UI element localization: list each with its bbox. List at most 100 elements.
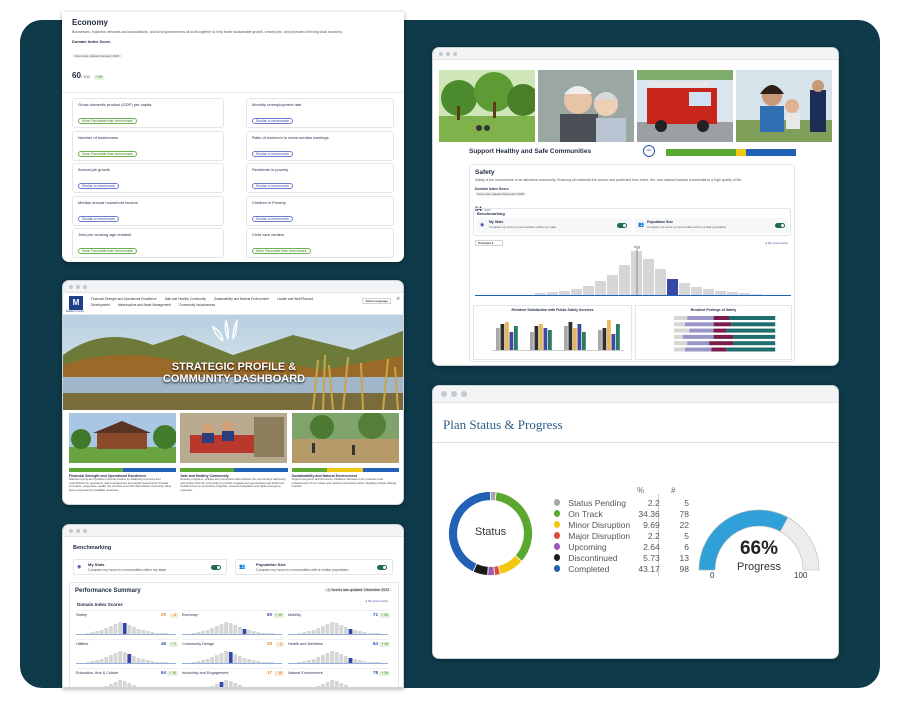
metric-badge: More Favorable than benchmark [252,248,311,254]
legend-pct: 5.73 [643,552,660,563]
metric-card[interactable]: Residents in poverty Similar to benchmar… [246,163,394,209]
feelings-segment [726,328,776,333]
domain-name: Utilities [76,642,89,646]
distribution-bar [201,631,205,634]
domain-score-card[interactable]: Education, Arts & Culture 64 + 19 [76,668,178,687]
my-state-toggle[interactable] [617,223,627,228]
donut-segment[interactable] [448,491,491,573]
histogram-bar [643,259,654,295]
domain-score-card[interactable]: Safety 29 - 4 [76,610,178,637]
safety-score-suffix: / 100 [481,207,491,212]
metric-card[interactable]: Children in Poverty Similar to benchmark… [246,195,394,242]
domain-score-card[interactable]: Utilities 46 + 2 [76,639,178,666]
domain-score-card[interactable]: Natural Environment 78 + 26 [288,668,390,687]
population-toggle[interactable] [377,565,387,570]
distribution-bar [215,684,219,687]
domain-scores-label: Domain Index Scores [77,602,123,607]
domain-distribution-chart [182,622,282,635]
legend-row[interactable]: Major Disruption 2.2 5 [554,530,689,541]
feelings-segment [733,334,776,339]
domain-name: Natural Environment [288,671,323,675]
distribution-bar [113,624,118,634]
domain-score-card[interactable]: Economy 60 + 19 [182,610,284,637]
distribution-bar [141,659,145,663]
distribution-bar [228,681,233,687]
distribution-bar [109,684,113,687]
distribution-bar [348,658,353,663]
language-select[interactable]: Select Language [362,298,391,304]
distribution-bar [196,661,201,663]
distribution-bar [127,683,132,687]
distribution-bar [90,632,95,634]
distribution-bar [90,661,95,663]
distribution-bar [228,652,233,663]
nav-item[interactable]: Financial Strength and Operational Excel… [91,297,157,301]
population-option[interactable]: 👥 Population Size Compare my score to co… [635,218,789,233]
legend-row[interactable]: Completed 43.17 98 [554,563,689,574]
metric-card[interactable]: Annual job growth Similar to benchmark 0… [72,163,224,209]
my-state-option[interactable]: ◉ My State Compare my score to communiti… [477,218,631,233]
family-photo [736,70,832,142]
distribution-bar [348,629,353,634]
domain-chip: - 19 [273,671,284,676]
domain-score: 17 [266,670,272,675]
population-toggle[interactable] [775,223,785,228]
distribution-bar [238,685,242,687]
distribution-bar [122,623,127,634]
legend-row[interactable]: Discontinued 5.73 13 [554,552,689,563]
satisfaction-bar [577,324,582,350]
legend-row[interactable]: Minor Disruption 9.69 22 [554,519,689,530]
nav-item[interactable]: Infrastructure and Asset Management [117,303,171,307]
satisfaction-bar [500,324,505,350]
nav-item[interactable]: Safe and Healthy Community [164,297,207,301]
metric-card[interactable]: Child care centers More Favorable than b… [246,228,394,258]
satisfaction-bar [573,328,577,350]
domain-score-card[interactable]: Inclusivity and Engagement 17 - 19 [182,668,284,687]
metric-card[interactable]: Median annual household income Similar t… [72,195,224,242]
search-icon[interactable]: ⌕ [396,296,400,302]
metric-card[interactable]: Ratio of women's to mens median earnings… [246,130,394,177]
domain-score-card[interactable]: Mobility 71 + 26 [288,610,390,637]
focus-card-2[interactable]: Safe and Healthy Community Develop progr… [180,413,288,501]
distribution-bar [325,624,330,634]
metric-card[interactable]: Jobs per working age resident More Favor… [72,228,224,258]
distribution-bar [321,655,325,663]
nav-item[interactable]: Community Inclusiveness [178,303,216,307]
donut-segment[interactable] [487,565,495,576]
legend-label: Upcoming [568,541,607,552]
nav-item[interactable]: Livable and Well-Planned Development [91,297,314,307]
progress-circle: 60% [643,145,655,157]
metric-card[interactable]: Gross domestic product (GDP) per capita … [72,98,224,144]
donut-segment[interactable] [497,554,523,575]
population-desc: Compare my score to communities with a s… [647,225,727,229]
domain-score-card[interactable]: Community Design 29 - 4 [182,639,284,666]
my-state-label: My State [489,220,504,224]
logo: M [69,296,83,310]
perf-my-stats-option[interactable]: ◉ My Stats Compare my score to communiti… [73,559,227,575]
focus-card-3[interactable]: Sustainability and Natural Environment S… [291,411,399,501]
legend-row[interactable]: On Track 34.36 78 [554,508,689,519]
distribution-bar [127,654,132,663]
perf-population-option[interactable]: 👥 Population Size Compare my score to co… [235,559,393,575]
population-label: Population Size [647,220,674,224]
site-header: M Madison County Financial Strength and … [63,293,403,315]
metric-name: Children in Poverty [252,199,286,205]
domain-score-card[interactable]: Health and Wellness 64 + 19 [288,639,390,666]
legend-row[interactable]: Status Pending 2.2 5 [554,497,689,508]
my-stats-toggle[interactable] [211,565,221,570]
distribution-bar [339,654,344,663]
domain-name: Mobility [288,613,301,617]
metric-card[interactable]: Monthly unemployment rate Similar to ben… [246,98,394,144]
state-select[interactable]: Nebraska ▾ [475,240,503,246]
gauge-min: 0 [710,571,715,580]
benchmarking-title: Benchmarking [477,211,505,216]
feelings-segment [731,322,776,327]
focus-card-1[interactable]: Financial Strength and Operational Excel… [69,413,177,501]
domain-chip: + 26 [379,613,390,618]
distribution-bar [192,662,196,663]
metric-card[interactable]: Number of businesses More Favorable than… [72,130,224,177]
nav-item[interactable]: Sustainability and Natural Environment [214,297,269,301]
distribution-bar [233,683,238,687]
performance-panel: Performance Summary ◷ Scores last update… [69,582,399,687]
legend-row[interactable]: Upcoming 2.64 6 [554,541,689,552]
